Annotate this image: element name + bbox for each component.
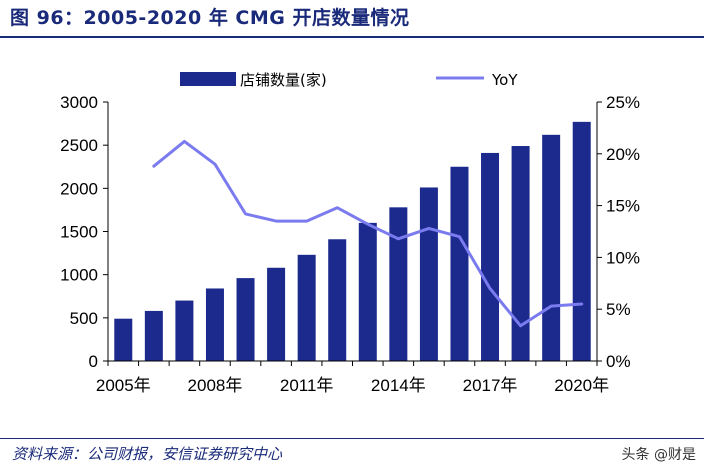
- bar-2012年: [328, 239, 347, 361]
- bar-2016年: [450, 166, 469, 361]
- x-tick-label: 2017年: [463, 376, 518, 395]
- bar-2014年: [389, 207, 408, 361]
- right-tick-label: 0%: [606, 352, 631, 371]
- chart-svg: 0 500 1000 1500 2000 2500 3000 0% 5% 10% 15% 20% 25%…: [60, 71, 640, 395]
- right-tick-label: 20%: [606, 145, 640, 164]
- bar-2007年: [175, 300, 194, 361]
- bar-2006年: [144, 310, 163, 361]
- title-divider: [0, 36, 704, 38]
- left-tick-label: 500: [70, 309, 98, 328]
- legend: 店铺数量(家) YoY: [180, 71, 518, 89]
- right-tick-label: 5%: [606, 300, 631, 319]
- watermark: 头条 @财是: [621, 447, 696, 463]
- bar-2017年: [481, 152, 500, 361]
- x-tick-label: 2011年: [280, 376, 334, 395]
- bar-2009年: [236, 278, 255, 361]
- right-tick-label: 15%: [606, 197, 640, 216]
- bar-2019年: [542, 134, 561, 361]
- chart-title: 图 96：2005-2020 年 CMG 开店数量情况: [10, 7, 410, 29]
- x-tick-label: 2014年: [371, 376, 426, 395]
- bar-2015年: [419, 187, 438, 361]
- left-tick-label: 1000: [60, 266, 98, 285]
- x-tick-label: 2008年: [188, 376, 243, 395]
- line-series: [152, 139, 584, 328]
- left-tick-label: 3000: [60, 93, 98, 112]
- bar-2010年: [267, 267, 286, 361]
- right-tick-label: 10%: [606, 248, 640, 267]
- bar-2011年: [297, 254, 316, 361]
- x-tick-label: 2005年: [96, 376, 151, 395]
- legend-label-yoy: YoY: [491, 71, 518, 89]
- bar-2018年: [511, 146, 530, 361]
- right-tick-label: 25%: [606, 93, 640, 112]
- bar-2005年: [114, 318, 133, 361]
- bar-2008年: [205, 288, 224, 361]
- left-tick-label: 0: [89, 352, 98, 371]
- axes: 0 500 1000 1500 2000 2500 3000 0% 5% 10% 15% 20% 25%…: [60, 93, 640, 395]
- left-tick-label: 1500: [60, 223, 98, 242]
- bar-series: [114, 121, 591, 362]
- left-tick-label: 2000: [60, 179, 98, 198]
- yoy-line: [152, 139, 584, 328]
- bar-2013年: [358, 222, 377, 361]
- left-tick-label: 2500: [60, 136, 98, 155]
- footer-divider: [0, 438, 704, 439]
- x-tick-label: 2020年: [554, 376, 609, 395]
- legend-swatch-bars: [180, 72, 236, 86]
- legend-label-bars: 店铺数量(家): [240, 71, 327, 89]
- source-note: 资料来源：公司财报，安信证券研究中心: [12, 445, 283, 463]
- bar-2020年: [572, 121, 591, 362]
